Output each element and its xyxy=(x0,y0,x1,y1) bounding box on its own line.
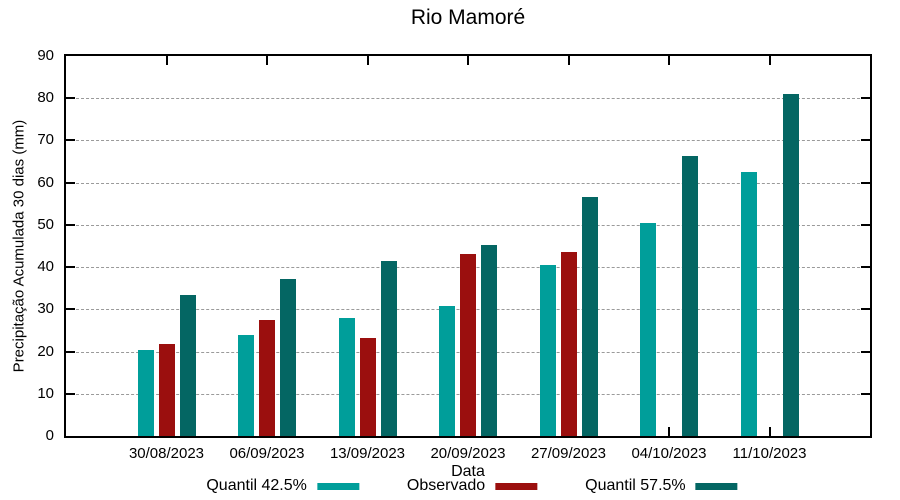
y-tick-left xyxy=(66,266,75,269)
y-tick-label: 40 xyxy=(37,258,54,276)
y-tick-label: 70 xyxy=(37,131,54,149)
bar xyxy=(640,223,656,436)
y-tick-right xyxy=(861,139,870,142)
plot-area xyxy=(64,54,872,438)
gridline xyxy=(66,224,870,226)
y-tick-label: 10 xyxy=(37,384,54,402)
y-tick-right xyxy=(861,223,870,226)
y-tick-right xyxy=(861,181,870,184)
x-axis-ticks: 30/08/2023 06/09/2023 13/09/2023 20/09/2023… xyxy=(64,445,872,465)
x-tick-top xyxy=(567,56,570,65)
bar xyxy=(380,261,397,436)
legend: Quantil 42.5% Observado Quantil 57.5% xyxy=(206,477,738,495)
x-axis-label: Data xyxy=(451,463,485,480)
legend-swatch xyxy=(695,482,738,490)
legend-label: Quantil 42.5% xyxy=(206,477,307,494)
bar xyxy=(158,343,175,436)
x-tick-top xyxy=(165,56,168,65)
y-tick-label: 50 xyxy=(37,215,54,233)
gridline xyxy=(66,182,870,184)
y-tick-label: 20 xyxy=(37,342,54,360)
bar xyxy=(259,320,275,436)
y-tick-label: 0 xyxy=(45,427,54,444)
y-tick-right xyxy=(861,350,870,353)
bar xyxy=(238,335,254,436)
gridline xyxy=(66,98,870,100)
gridline xyxy=(66,140,870,142)
y-tick-left xyxy=(66,392,75,395)
bar xyxy=(280,278,296,436)
bar xyxy=(137,350,154,436)
bar xyxy=(782,94,799,436)
legend-item: Observado xyxy=(406,477,538,495)
x-tick-top xyxy=(668,56,670,65)
bar xyxy=(460,254,476,436)
bar xyxy=(682,156,698,436)
y-tick-right xyxy=(861,266,870,269)
x-tick-label: 27/09/2023 xyxy=(530,445,607,462)
legend-label: Quantil 57.5% xyxy=(585,477,686,494)
bar xyxy=(581,197,598,436)
legend-swatch xyxy=(495,482,538,490)
y-tick-label: 60 xyxy=(37,173,54,191)
y-tick-label: 80 xyxy=(37,89,54,107)
bar xyxy=(359,338,376,436)
bar xyxy=(560,251,577,436)
y-tick-left xyxy=(66,97,75,100)
bar xyxy=(179,295,196,436)
bar xyxy=(539,265,556,436)
x-tick-label: 04/10/2023 xyxy=(631,445,707,462)
x-tick-top xyxy=(768,56,771,65)
legend-label: Observado xyxy=(406,477,486,494)
legend-item: Quantil 42.5% xyxy=(206,477,359,495)
bar xyxy=(338,317,355,436)
y-tick-left xyxy=(66,350,75,353)
y-tick-left xyxy=(66,181,75,184)
x-tick-label: 30/08/2023 xyxy=(128,445,205,462)
bar xyxy=(481,244,497,436)
y-tick-right xyxy=(861,392,870,395)
y-tick-label: 30 xyxy=(37,300,54,318)
x-tick-label: 13/09/2023 xyxy=(329,445,406,462)
chart-title: Rio Mamoré xyxy=(410,6,526,29)
x-tick-bottom xyxy=(668,427,670,436)
y-tick-left xyxy=(66,308,75,311)
y-tick-left xyxy=(66,139,75,142)
x-tick-top xyxy=(266,56,268,65)
y-tick-right xyxy=(861,97,870,100)
bar xyxy=(439,305,455,436)
y-tick-right xyxy=(861,308,870,311)
y-axis-ticks: 0 10 20 30 40 50 60 70 80 90 xyxy=(0,47,54,444)
bar xyxy=(740,171,757,436)
x-tick-label: 06/09/2023 xyxy=(229,445,305,462)
legend-item: Quantil 57.5% xyxy=(585,477,738,495)
x-tick-top xyxy=(366,56,369,65)
x-tick-bottom xyxy=(768,427,771,436)
x-tick-label: 11/10/2023 xyxy=(732,445,807,462)
x-tick-label: 20/09/2023 xyxy=(430,445,506,462)
y-tick-left xyxy=(66,223,75,226)
x-tick-top xyxy=(467,56,469,65)
y-tick-label: 90 xyxy=(37,47,54,64)
legend-swatch xyxy=(316,482,359,490)
